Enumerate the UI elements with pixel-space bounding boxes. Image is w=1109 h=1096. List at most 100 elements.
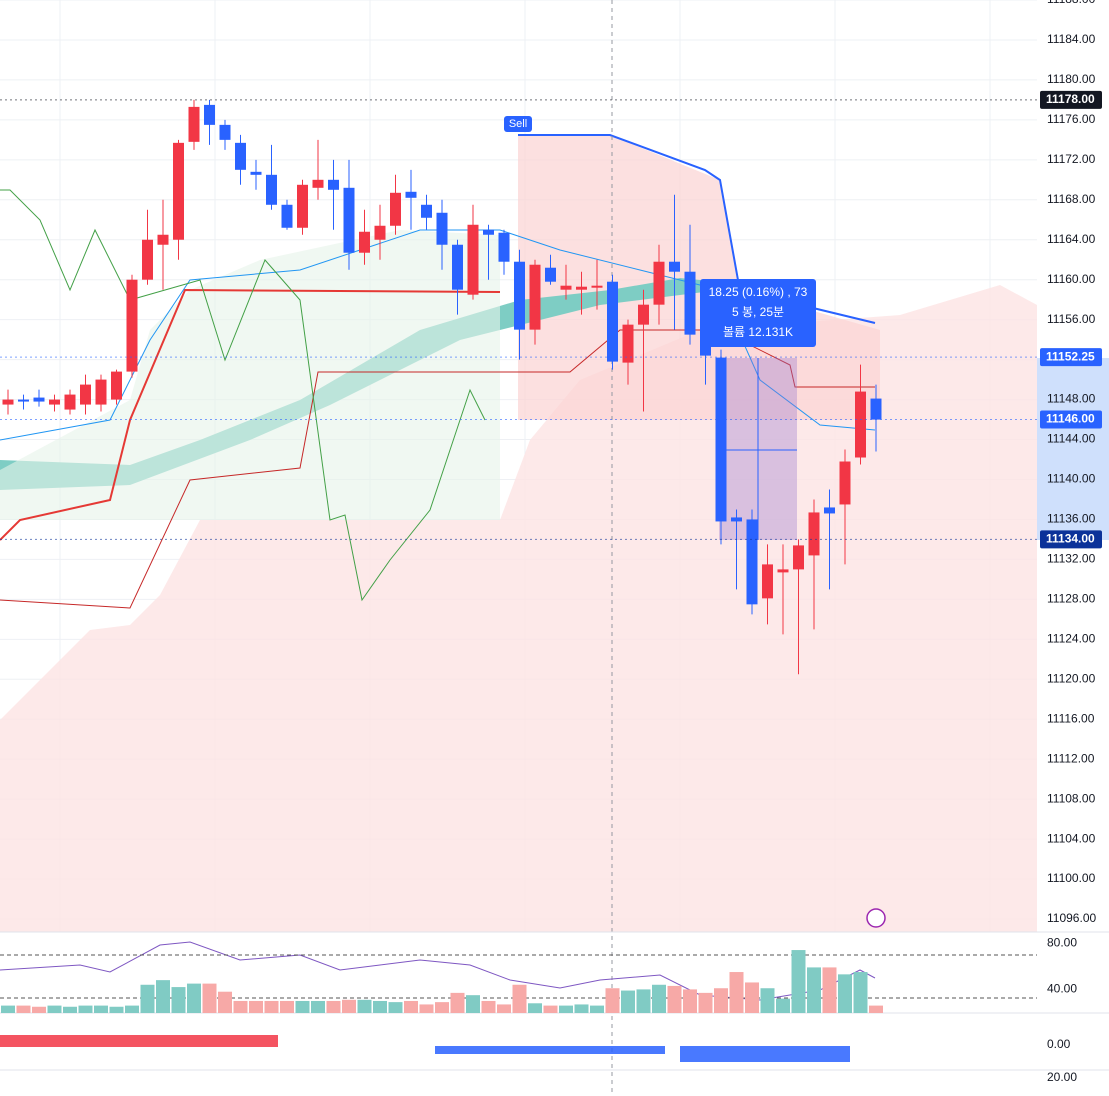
volume-bar [140,984,155,1013]
tooltip-text: 볼륨 12.131K [723,325,793,339]
volume-bar [47,1005,62,1013]
candle-body [173,142,184,240]
candle-body [405,191,417,198]
candle-body [777,569,789,573]
candle-body [591,285,603,288]
candle-body [343,187,355,253]
volume-bar [63,1006,77,1013]
volume-bar [466,995,480,1013]
candle-body [638,304,649,325]
candle-body [126,279,138,372]
y-tick-label: 11112.00 [1047,751,1095,765]
volume-bar [822,967,837,1013]
price-tag-bg [1040,348,1102,367]
candle-body [808,512,820,556]
macd-hist [680,1046,850,1062]
candle-body [467,224,479,295]
y-tick-label: 11108.00 [1047,791,1096,805]
volume-bar [791,950,806,1013]
rsi-line [0,941,876,1001]
volume-bar [636,989,651,1013]
y-tick-label: 11188.00 [1047,0,1096,6]
price-tag: 11178.00 [1046,92,1095,106]
y-tick-label: 11160.00 [1047,272,1096,286]
volume-bar [342,999,356,1013]
volume-bar [16,1005,31,1013]
candle-body [390,192,401,226]
volume-bar [295,1000,310,1013]
candle-body [483,229,494,235]
candle-body [839,461,851,505]
price-tag-bg [1040,530,1102,549]
volume-bar [1,1005,15,1013]
candle-body [188,106,200,142]
candle-body [607,281,618,362]
volume-bar [745,982,759,1013]
candle-body [374,225,386,240]
volume-bar [419,1004,434,1013]
volume-bar [109,1006,124,1013]
volume-bar [218,991,232,1013]
candle-body [219,124,231,140]
volume-bar [233,1000,248,1013]
volume-bar [729,972,744,1013]
y-tick-label: 11168.00 [1047,192,1096,206]
lower-tick-label: 20.00 [1047,1070,1077,1084]
volume-bar [125,1005,139,1013]
ma-line [0,229,876,441]
candle-body [622,324,634,363]
y-tick-label: 11144.00 [1047,432,1096,446]
kijun [0,329,875,609]
y-tick-label: 11176.00 [1047,112,1096,126]
candle-body [281,204,293,228]
candle-body [80,384,91,405]
candle-body [731,517,742,522]
axis-range [1037,358,1109,540]
y-tick-label: 11128.00 [1047,592,1096,606]
candle-body [514,261,525,330]
volume-bar [838,974,852,1013]
volume-bar [388,1002,403,1013]
alert-icon[interactable] [866,908,886,928]
candle-body [235,142,246,170]
price-tag: 11134.00 [1046,532,1095,546]
candle-body [824,507,835,514]
signal-label: Sell [509,118,527,130]
candle-body [111,371,122,400]
candle-body [18,399,29,402]
volume-bar [249,1000,263,1013]
volume-tick-label: 40.00 [1047,982,1077,996]
candle-body [529,264,541,330]
candle-body [64,394,76,410]
candle-body [498,232,510,262]
candle-body [359,231,370,253]
candle-body [545,267,556,282]
volume-bar [435,1002,449,1013]
volume-bar [497,1004,511,1013]
candle-body [576,286,587,290]
volume-bar [311,1000,325,1013]
volume-bar [698,992,713,1013]
y-tick-label: 11136.00 [1047,512,1096,526]
candle-body [762,564,773,599]
volume-bar [776,998,790,1013]
cloud-red [0,285,1037,932]
candle-body [95,379,107,405]
volume-bar [621,990,635,1013]
volume-bar [667,985,682,1013]
y-tick-label: 11100.00 [1047,871,1096,885]
volume-bar [652,984,666,1013]
candle-body [452,244,463,290]
y-tick-label: 11124.00 [1047,631,1096,645]
candle-body [266,174,277,205]
candle-body [436,212,448,245]
candle-body [560,285,572,290]
macd-hist [435,1046,665,1054]
macd-tick-label: 0.00 [1047,1037,1071,1051]
candle-body [157,234,169,245]
y-tick-label: 11132.00 [1047,552,1096,566]
volume-bar [807,967,821,1013]
y-tick-label: 11148.00 [1047,392,1096,406]
y-tick-label: 11120.00 [1047,671,1096,685]
volume-bar [605,988,620,1013]
